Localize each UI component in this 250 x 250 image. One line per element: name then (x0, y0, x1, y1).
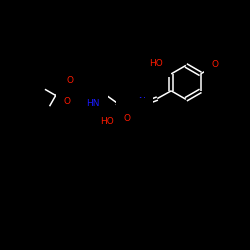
Text: O: O (212, 60, 219, 69)
Text: O: O (123, 114, 130, 123)
Text: N: N (138, 97, 145, 106)
Text: HN: HN (124, 106, 138, 115)
Text: HO: HO (149, 60, 163, 68)
Text: HN: HN (86, 99, 100, 108)
Text: O: O (66, 76, 73, 84)
Text: O: O (64, 97, 71, 106)
Text: HO: HO (100, 117, 114, 126)
